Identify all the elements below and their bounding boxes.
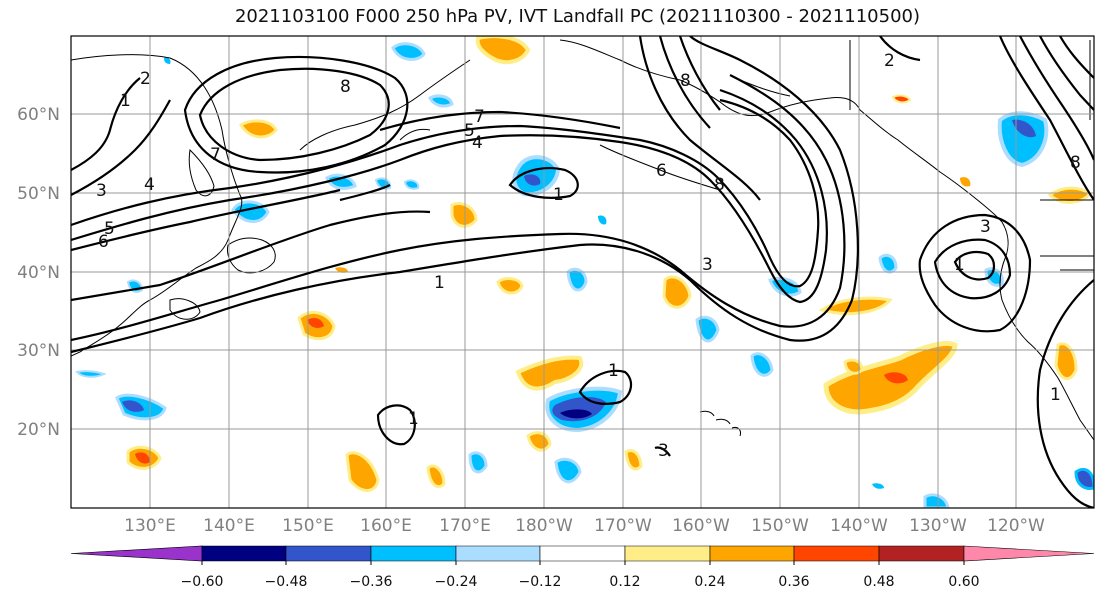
contour-label: 1 bbox=[1050, 385, 1061, 405]
contour-label: 3 bbox=[96, 181, 107, 201]
contour-label: 5 bbox=[104, 219, 115, 239]
contour-label: 1 bbox=[434, 273, 445, 293]
colorbar-tick-label: −0.48 bbox=[265, 574, 308, 590]
graticule bbox=[71, 36, 1094, 508]
coastlines bbox=[71, 39, 1094, 441]
colorbar-segment bbox=[963, 545, 1095, 562]
colorbar-segment bbox=[624, 545, 711, 562]
colorbar-segment bbox=[878, 545, 965, 562]
lon-label: 140°E bbox=[203, 516, 255, 536]
latitude-labels: 60°N 50°N 40°N 30°N 20°N bbox=[17, 105, 60, 440]
contour-label: 2 bbox=[140, 69, 151, 89]
lon-label: 170°W bbox=[594, 516, 652, 536]
lon-label: 150°W bbox=[751, 516, 809, 536]
lon-label: 160°W bbox=[672, 516, 730, 536]
lon-label: 120°W bbox=[987, 516, 1045, 536]
contour-labels: 1 2 3 4 5 6 7 8 1 1 1 1 3 8 3 1 8 2 3 1 … bbox=[96, 51, 1081, 461]
contour-label: 3 bbox=[658, 441, 669, 461]
contour-label: 6 bbox=[656, 161, 667, 181]
contour-label: 8 bbox=[340, 77, 351, 97]
lon-label: 150°E bbox=[282, 516, 334, 536]
contour-label: 1 bbox=[954, 255, 965, 275]
colorbar-segment bbox=[285, 545, 372, 562]
colorbar-tick-label: 0.24 bbox=[694, 574, 725, 590]
lon-label: 180°W bbox=[515, 516, 573, 536]
contour-label: 1 bbox=[408, 409, 419, 429]
contour-label: 2 bbox=[884, 51, 895, 71]
lat-label: 40°N bbox=[17, 263, 60, 283]
colorbar-segment bbox=[201, 545, 287, 562]
colorbar-segment bbox=[455, 545, 541, 562]
contour-label: 4 bbox=[144, 175, 155, 195]
contour-label: 8 bbox=[714, 175, 725, 195]
contour-label: 1 bbox=[608, 361, 619, 381]
colorbar-tick-label: 0.60 bbox=[948, 574, 979, 590]
colorbar-segment bbox=[370, 545, 457, 562]
colorbar-tick-label: 0.12 bbox=[609, 574, 640, 590]
contour-label: 1 bbox=[120, 91, 131, 111]
negative-anomaly-patches bbox=[75, 42, 1094, 508]
colorbar bbox=[70, 545, 1095, 565]
colorbar-tick-label: 0.48 bbox=[863, 574, 894, 590]
lon-label: 140°W bbox=[830, 516, 888, 536]
contour-label: 5 bbox=[464, 121, 475, 141]
colorbar-segment bbox=[709, 545, 795, 562]
colorbar-segment bbox=[539, 545, 626, 562]
colorbar-tick-label: 0.36 bbox=[778, 574, 809, 590]
contour-label: 8 bbox=[1070, 153, 1081, 173]
pv-contours bbox=[71, 36, 1094, 508]
contour-label: 7 bbox=[210, 145, 221, 165]
contour-label: 3 bbox=[980, 217, 991, 237]
lon-label: 170°E bbox=[439, 516, 491, 536]
lat-label: 20°N bbox=[17, 420, 60, 440]
contour-label: 4 bbox=[472, 133, 483, 153]
lon-label: 160°E bbox=[360, 516, 412, 536]
chart-title: 2021103100 F000 250 hPa PV, IVT Landfall… bbox=[234, 6, 921, 27]
lon-label: 130°E bbox=[124, 516, 176, 536]
colorbar-tick-label: −0.60 bbox=[181, 574, 224, 590]
longitude-labels: 130°E 140°E 150°E 160°E 170°E 180°W 170°… bbox=[124, 516, 1045, 536]
map-frame bbox=[70, 35, 1095, 509]
positive-anomaly-patches bbox=[126, 36, 1093, 492]
lon-label: 130°W bbox=[909, 516, 967, 536]
colorbar-labels: −0.60 −0.48 −0.36 −0.24 −0.12 0.12 0.24 … bbox=[181, 574, 980, 590]
contour-label: 1 bbox=[553, 185, 564, 205]
contour-label: 8 bbox=[680, 71, 691, 91]
colorbar-tick-label: −0.24 bbox=[435, 574, 478, 590]
colorbar-tick-label: −0.36 bbox=[350, 574, 393, 590]
colorbar-segment bbox=[793, 545, 880, 562]
colorbar-tick-label: −0.12 bbox=[519, 574, 562, 590]
lat-label: 30°N bbox=[17, 341, 60, 361]
colorbar-segment bbox=[70, 545, 203, 562]
lat-label: 50°N bbox=[17, 184, 60, 204]
map-area: 1 2 3 4 5 6 7 8 1 1 1 1 3 8 3 1 8 2 3 1 … bbox=[71, 36, 1094, 508]
contour-label: 7 bbox=[474, 107, 485, 127]
contour-label: 3 bbox=[702, 255, 713, 275]
lat-label: 60°N bbox=[17, 105, 60, 125]
contour-label: 6 bbox=[98, 232, 109, 252]
